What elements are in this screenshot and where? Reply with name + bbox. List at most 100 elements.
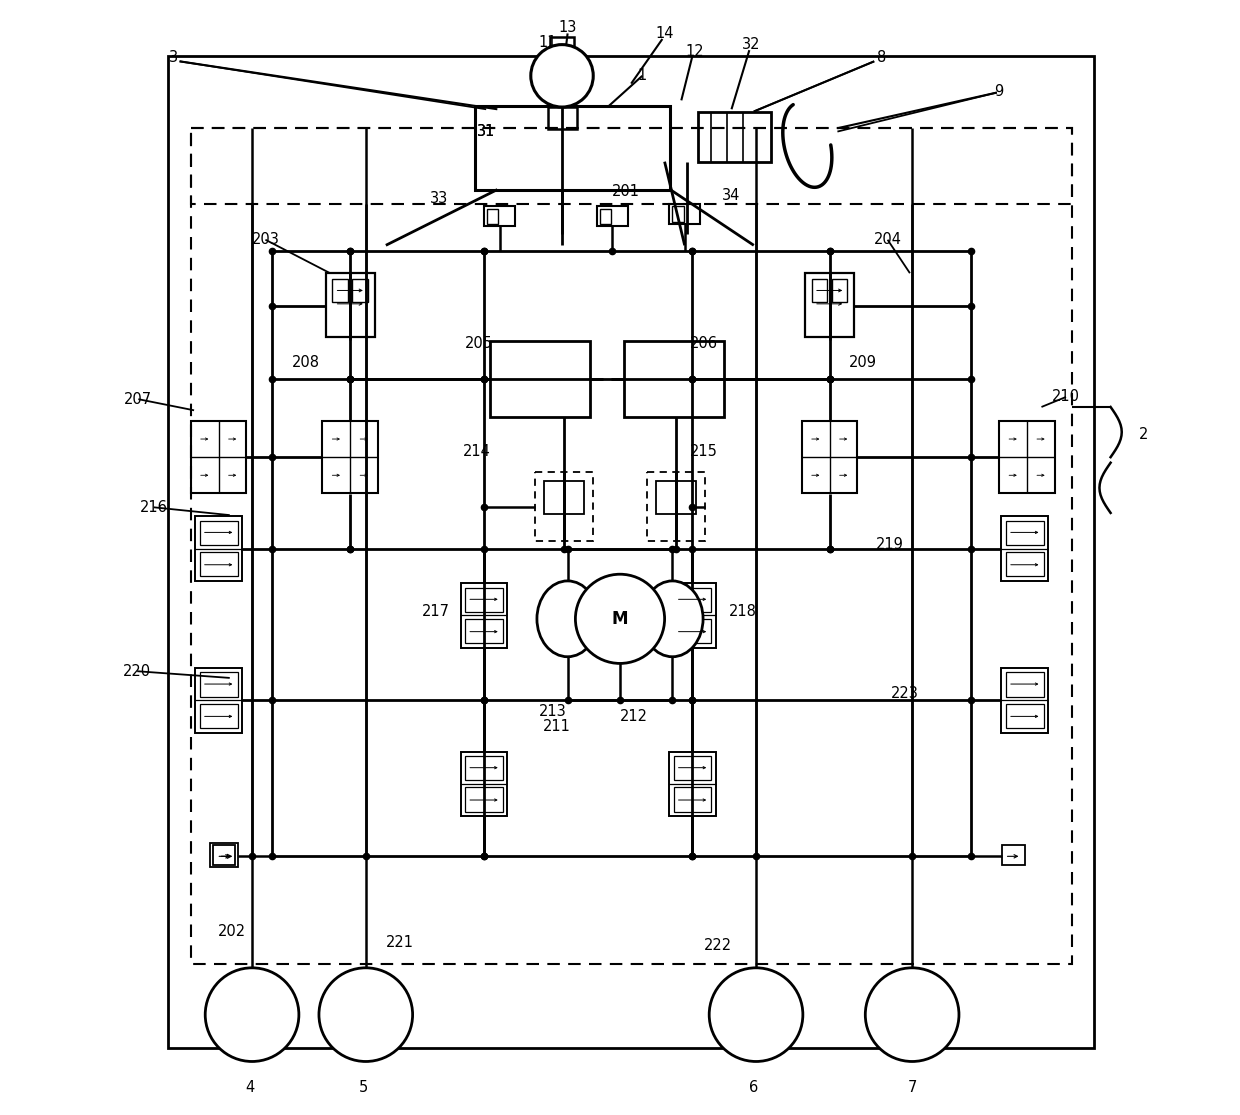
Bar bbox=[169, 56, 1094, 1048]
Text: 202: 202 bbox=[218, 923, 246, 939]
Text: 11: 11 bbox=[538, 35, 557, 50]
Text: 221: 221 bbox=[387, 934, 414, 950]
Bar bbox=[544, 481, 584, 514]
Text: 204: 204 bbox=[874, 232, 901, 248]
Bar bbox=[647, 472, 704, 541]
Text: 215: 215 bbox=[689, 444, 718, 459]
Bar bbox=[698, 112, 770, 162]
Text: 212: 212 bbox=[620, 709, 647, 725]
Text: 206: 206 bbox=[689, 336, 718, 351]
Text: 214: 214 bbox=[464, 444, 491, 459]
Bar bbox=[322, 420, 378, 493]
Bar bbox=[832, 279, 847, 302]
Bar bbox=[600, 209, 611, 224]
Bar bbox=[352, 279, 368, 302]
Bar bbox=[624, 341, 724, 417]
Text: 207: 207 bbox=[124, 391, 153, 407]
Text: 209: 209 bbox=[849, 355, 877, 370]
Bar bbox=[1006, 552, 1044, 576]
Bar bbox=[673, 588, 712, 612]
Bar bbox=[465, 588, 503, 612]
Text: 217: 217 bbox=[422, 603, 450, 619]
Bar bbox=[656, 481, 696, 514]
Text: 216: 216 bbox=[140, 500, 167, 515]
Bar bbox=[1002, 845, 1024, 865]
Bar bbox=[999, 420, 1055, 493]
Bar bbox=[465, 619, 503, 643]
Text: 7: 7 bbox=[908, 1079, 916, 1095]
Bar bbox=[1006, 521, 1044, 545]
Text: 223: 223 bbox=[890, 686, 919, 701]
Bar bbox=[465, 787, 503, 812]
Text: 14: 14 bbox=[656, 26, 673, 41]
Bar bbox=[1002, 668, 1048, 733]
Text: 5: 5 bbox=[358, 1079, 368, 1095]
Bar bbox=[332, 279, 348, 302]
Ellipse shape bbox=[642, 581, 703, 657]
Text: 6: 6 bbox=[749, 1079, 759, 1095]
Text: 208: 208 bbox=[291, 355, 320, 370]
Text: 32: 32 bbox=[743, 37, 761, 52]
Text: 31: 31 bbox=[477, 124, 496, 139]
Text: 211: 211 bbox=[543, 719, 570, 735]
Bar bbox=[200, 672, 238, 697]
Text: 2: 2 bbox=[1140, 427, 1148, 443]
Bar bbox=[475, 106, 670, 190]
Text: 12: 12 bbox=[686, 43, 704, 59]
Bar bbox=[673, 756, 712, 780]
Bar bbox=[200, 704, 238, 728]
Text: 13: 13 bbox=[558, 20, 577, 36]
Bar bbox=[670, 752, 715, 816]
Bar bbox=[200, 521, 238, 545]
Text: 220: 220 bbox=[123, 663, 151, 679]
Text: 201: 201 bbox=[611, 184, 640, 200]
Bar bbox=[802, 420, 858, 493]
Bar bbox=[210, 843, 238, 867]
Bar bbox=[460, 583, 507, 648]
Bar bbox=[805, 273, 854, 338]
Text: 203: 203 bbox=[252, 232, 279, 248]
Text: M: M bbox=[611, 610, 629, 628]
Bar bbox=[1002, 516, 1048, 581]
Text: 219: 219 bbox=[875, 536, 904, 552]
Text: 3: 3 bbox=[170, 50, 179, 66]
Circle shape bbox=[319, 968, 413, 1061]
Bar bbox=[191, 128, 1071, 204]
Bar bbox=[465, 756, 503, 780]
Text: 33: 33 bbox=[430, 191, 449, 206]
Text: 205: 205 bbox=[465, 336, 492, 351]
Text: 213: 213 bbox=[539, 704, 567, 719]
Bar bbox=[812, 279, 827, 302]
Circle shape bbox=[206, 968, 299, 1061]
Bar bbox=[191, 128, 1071, 964]
Bar bbox=[1006, 704, 1044, 728]
Circle shape bbox=[531, 45, 593, 107]
Text: 34: 34 bbox=[723, 187, 740, 203]
Bar bbox=[191, 420, 247, 493]
Bar bbox=[673, 787, 712, 812]
Bar bbox=[200, 552, 238, 576]
Text: 31: 31 bbox=[477, 124, 496, 139]
Text: 4: 4 bbox=[246, 1079, 254, 1095]
Bar bbox=[195, 516, 242, 581]
Bar bbox=[548, 107, 577, 129]
Bar bbox=[670, 583, 715, 648]
Bar bbox=[484, 206, 515, 226]
Bar bbox=[195, 668, 242, 733]
Text: 222: 222 bbox=[704, 938, 732, 953]
Text: 1: 1 bbox=[637, 68, 647, 84]
Bar bbox=[536, 472, 593, 541]
Text: 210: 210 bbox=[1052, 389, 1080, 405]
Ellipse shape bbox=[537, 581, 598, 657]
Bar bbox=[596, 206, 627, 226]
Bar bbox=[490, 341, 590, 417]
Circle shape bbox=[866, 968, 959, 1061]
Text: 9: 9 bbox=[994, 84, 1003, 99]
Bar bbox=[460, 752, 507, 816]
Bar bbox=[673, 619, 712, 643]
Text: 8: 8 bbox=[878, 50, 887, 66]
Bar bbox=[326, 273, 374, 338]
Circle shape bbox=[709, 968, 802, 1061]
Bar bbox=[213, 845, 236, 865]
Bar bbox=[670, 204, 701, 224]
